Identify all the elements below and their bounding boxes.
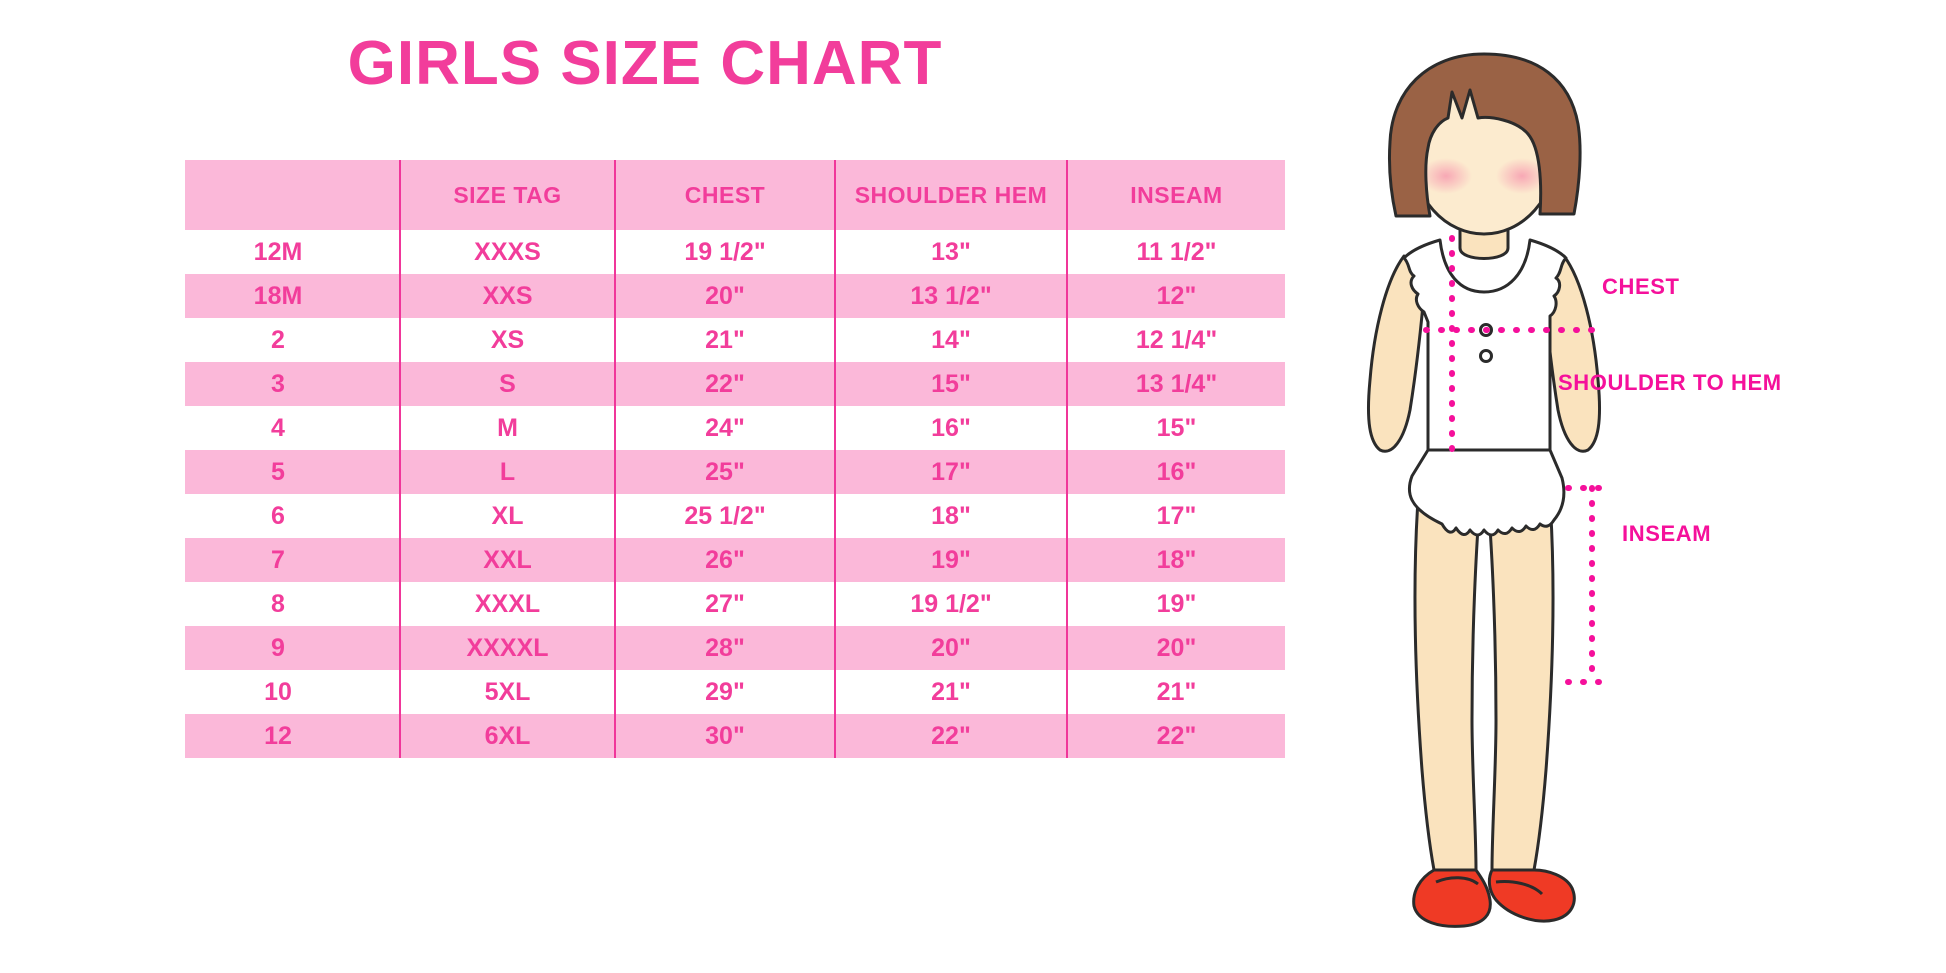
page-title: GIRLS SIZE CHART (347, 29, 943, 98)
cell-size: 8 (185, 582, 401, 626)
cell-chest: 22" (615, 362, 836, 406)
cell-inseam: 22" (1156, 721, 1197, 750)
cell-inseam: 16" (1156, 457, 1197, 486)
hair (1387, 52, 1582, 218)
cell-shoulder-hem: 13" (835, 230, 1068, 274)
table-row: 12M XXXS 19 1/2" 13" 11 1/2" (185, 230, 1285, 274)
callout-label-inseam: INSEAM (1622, 521, 1712, 546)
cell-size: 12 (185, 714, 401, 758)
cell-size: 7 (185, 538, 401, 582)
table-row: 9 XXXXL 28" 20" 20" (185, 626, 1285, 670)
cell-size-tag: 6XL (400, 714, 616, 758)
cell-chest: 19 1/2" (615, 230, 836, 274)
cell-size-tag: XL (400, 494, 616, 538)
cell-size-tag: XXXS (400, 230, 616, 274)
table-row: 8 XXXL 27" 19 1/2" 19" (185, 582, 1285, 626)
cell-size: 12M (185, 230, 401, 274)
legs (1413, 498, 1555, 872)
cell-shoulder-hem: 18" (835, 494, 1068, 538)
measurement-guides (1423, 235, 1599, 685)
cell-size-tag: XXS (400, 274, 616, 318)
cell-shoulder-hem: 22" (835, 714, 1068, 758)
girl-figure-illustration (1300, 30, 1700, 930)
column-header-size (185, 160, 401, 230)
cell-shoulder-hem: 21" (835, 670, 1068, 714)
column-header-size-tag: SIZE TAG (400, 160, 616, 230)
cell-size-tag: 5XL (400, 670, 616, 714)
cell-size: 6 (185, 494, 401, 538)
cell-size: 3 (185, 362, 401, 406)
callout-label-chest: CHEST (1602, 274, 1680, 299)
cell-size: 5 (185, 450, 401, 494)
skirt-garment (1407, 448, 1566, 537)
table-row: 7 XXL 26" 19" 18" (185, 538, 1285, 582)
cell-inseam: 20" (1156, 633, 1197, 662)
cell-inseam: 13 1/4" (1135, 369, 1218, 398)
cell-shoulder-hem: 13 1/2" (835, 274, 1068, 318)
table-row: 3 S 22" 15" 13 1/4" (185, 362, 1285, 406)
cell-size-tag: XXL (400, 538, 616, 582)
button-bottom (1479, 349, 1493, 363)
cell-shoulder-hem: 15" (835, 362, 1068, 406)
cell-chest: 20" (615, 274, 836, 318)
cell-size: 9 (185, 626, 401, 670)
table-row: 6 XL 25 1/2" 18" 17" (185, 494, 1285, 538)
callout-label-shoulder-to-hem: SHOULDER TO HEM (1558, 370, 1782, 395)
cell-size-tag: L (400, 450, 616, 494)
table-row: 10 5XL 29" 21" 21" (185, 670, 1285, 714)
cell-chest: 29" (615, 670, 836, 714)
cell-chest: 27" (615, 582, 836, 626)
cell-shoulder-hem: 20" (835, 626, 1068, 670)
cell-size: 18M (185, 274, 401, 318)
table-row: 12 6XL 30" 22" 22" (185, 714, 1285, 758)
cell-chest: 25" (615, 450, 836, 494)
cell-inseam: 12 1/4" (1135, 325, 1218, 354)
inseam-guide-caps (1565, 485, 1613, 685)
table-header-row: SIZE TAG CHEST SHOULDER HEM INSEAM (185, 160, 1285, 230)
cell-size: 10 (185, 670, 401, 714)
cell-shoulder-hem: 19" (835, 538, 1068, 582)
table-row: 18M XXS 20" 13 1/2" 12" (185, 274, 1285, 318)
cell-inseam: 11 1/2" (1136, 237, 1217, 266)
cell-chest: 28" (615, 626, 836, 670)
cell-inseam: 17" (1156, 501, 1197, 530)
table-row: 4 M 24" 16" 15" (185, 406, 1285, 450)
cell-shoulder-hem: 17" (835, 450, 1068, 494)
cell-inseam: 15" (1156, 413, 1197, 442)
cell-shoulder-hem: 16" (835, 406, 1068, 450)
cell-chest: 26" (615, 538, 836, 582)
cell-size-tag: M (400, 406, 616, 450)
table-row: 2 XS 21" 14" 12 1/4" (185, 318, 1285, 362)
top-garment (1402, 238, 1568, 452)
cell-size: 4 (185, 406, 401, 450)
column-header-chest: CHEST (615, 160, 836, 230)
cell-size-tag: XXXXL (400, 626, 616, 670)
cell-size-tag: XXXL (400, 582, 616, 626)
cell-size-tag: XS (400, 318, 616, 362)
size-chart-table: SIZE TAG CHEST SHOULDER HEM INSEAM 12M X… (185, 160, 1285, 758)
table-row: 5 L 25" 17" 16" (185, 450, 1285, 494)
table-body: 12M XXXS 19 1/2" 13" 11 1/2" 18M XXS 20"… (185, 230, 1285, 758)
shoes (1412, 868, 1576, 928)
cell-chest: 30" (615, 714, 836, 758)
cell-chest: 24" (615, 406, 836, 450)
column-header-inseam: INSEAM (1130, 181, 1223, 208)
cell-size-tag: S (400, 362, 616, 406)
table-header: SIZE TAG CHEST SHOULDER HEM INSEAM (185, 160, 1285, 230)
cell-inseam: 18" (1156, 545, 1197, 574)
size-chart-table-container: SIZE TAG CHEST SHOULDER HEM INSEAM 12M X… (185, 160, 1285, 758)
cell-size: 2 (185, 318, 401, 362)
column-header-shoulder-hem: SHOULDER HEM (835, 160, 1068, 230)
cell-shoulder-hem: 19 1/2" (835, 582, 1068, 626)
cell-inseam: 12" (1156, 281, 1197, 310)
cell-shoulder-hem: 14" (835, 318, 1068, 362)
cell-inseam: 21" (1156, 677, 1197, 706)
cell-inseam: 19" (1156, 589, 1197, 618)
cell-chest: 21" (615, 318, 836, 362)
cell-chest: 25 1/2" (615, 494, 836, 538)
